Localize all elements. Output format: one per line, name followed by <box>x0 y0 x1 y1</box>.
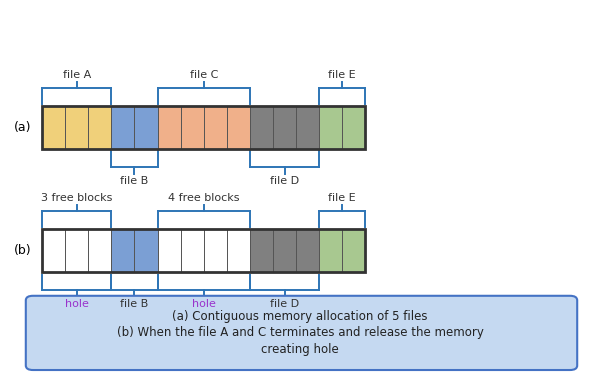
Bar <box>157 229 181 272</box>
Bar <box>42 106 365 149</box>
Bar <box>204 229 227 272</box>
Bar <box>296 229 319 272</box>
Bar <box>227 229 250 272</box>
Bar <box>342 229 365 272</box>
Bar <box>42 229 65 272</box>
Bar <box>250 106 273 149</box>
Text: hole: hole <box>192 299 215 309</box>
FancyBboxPatch shape <box>26 296 577 370</box>
Text: file E: file E <box>328 193 356 203</box>
Bar <box>88 106 112 149</box>
Bar <box>273 106 296 149</box>
Text: 4 free blocks: 4 free blocks <box>168 193 239 203</box>
Bar <box>42 106 65 149</box>
Bar <box>250 229 273 272</box>
Bar <box>65 229 88 272</box>
Text: creating hole: creating hole <box>261 343 339 356</box>
Bar <box>112 106 134 149</box>
Text: file A: file A <box>62 70 91 80</box>
Text: file C: file C <box>190 70 218 80</box>
Bar <box>112 229 134 272</box>
Bar <box>134 229 157 272</box>
Bar <box>342 106 365 149</box>
Bar <box>88 229 112 272</box>
Bar <box>319 106 342 149</box>
Text: (b) When the file A and C terminates and release the memory: (b) When the file A and C terminates and… <box>116 326 484 339</box>
Text: file B: file B <box>120 299 149 309</box>
Bar <box>181 229 204 272</box>
Bar <box>134 106 157 149</box>
Text: file E: file E <box>328 70 356 80</box>
Bar <box>319 229 342 272</box>
Bar <box>204 106 227 149</box>
Text: (a) Contiguous memory allocation of 5 files: (a) Contiguous memory allocation of 5 fi… <box>172 310 428 323</box>
Bar <box>65 106 88 149</box>
Text: file D: file D <box>270 176 299 186</box>
Bar <box>157 106 181 149</box>
Text: (b): (b) <box>14 244 32 257</box>
Text: (a): (a) <box>14 121 32 134</box>
Bar <box>227 106 250 149</box>
Bar <box>273 229 296 272</box>
Text: hole: hole <box>65 299 89 309</box>
Text: file D: file D <box>270 299 299 309</box>
Text: file B: file B <box>120 176 149 186</box>
Bar <box>42 229 365 272</box>
Bar <box>296 106 319 149</box>
Bar <box>181 106 204 149</box>
Text: 3 free blocks: 3 free blocks <box>41 193 112 203</box>
